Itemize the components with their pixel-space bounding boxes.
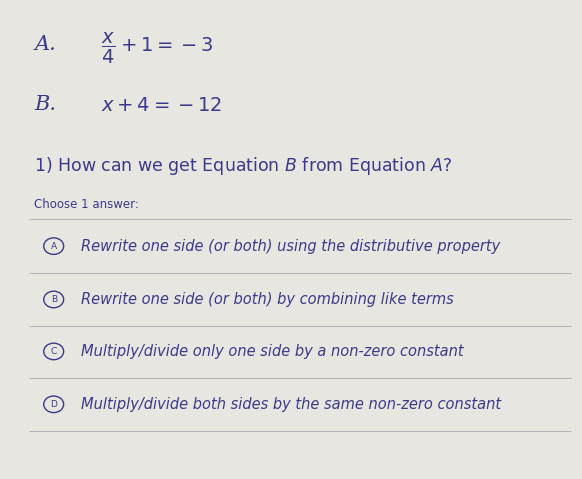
Text: Multiply/divide both sides by the same non-zero constant: Multiply/divide both sides by the same n…	[81, 397, 502, 412]
Text: Rewrite one side (or both) by combining like terms: Rewrite one side (or both) by combining …	[81, 292, 454, 307]
Text: $x + 4 = -12$: $x + 4 = -12$	[101, 97, 222, 115]
Text: B: B	[51, 295, 57, 304]
Text: D: D	[50, 400, 57, 409]
Text: $\dfrac{x}{4} + 1 = -3$: $\dfrac{x}{4} + 1 = -3$	[101, 31, 213, 66]
Text: Choose 1 answer:: Choose 1 answer:	[34, 198, 139, 211]
Text: C: C	[51, 347, 57, 356]
Text: Multiply/divide only one side by a non-zero constant: Multiply/divide only one side by a non-z…	[81, 344, 464, 359]
Text: A.: A.	[34, 35, 56, 54]
Text: Rewrite one side (or both) using the distributive property: Rewrite one side (or both) using the dis…	[81, 239, 501, 253]
Text: B.: B.	[34, 95, 56, 114]
Text: A: A	[51, 241, 57, 251]
Text: 1) How can we get Equation $\mathit{B}$ from Equation $\mathit{A}$?: 1) How can we get Equation $\mathit{B}$ …	[34, 155, 453, 177]
